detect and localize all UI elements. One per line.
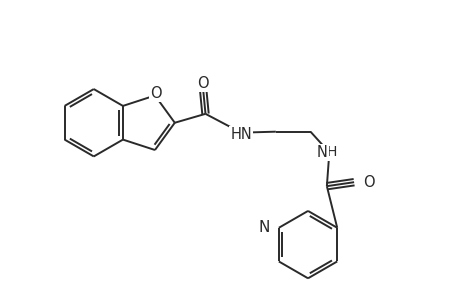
Text: O: O [197,76,208,91]
Text: HN: HN [230,127,252,142]
Text: N: N [316,145,327,160]
Text: H: H [326,146,336,160]
Text: O: O [150,85,162,100]
Text: O: O [362,175,374,190]
Text: N: N [258,220,269,235]
